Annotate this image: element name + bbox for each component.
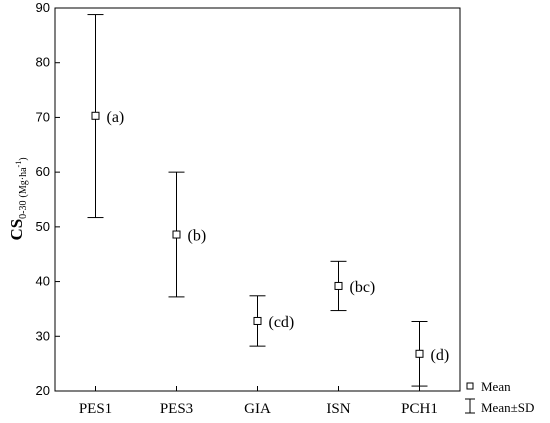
y-axis-title-subscript: 0-30 xyxy=(18,200,29,218)
mean-point xyxy=(172,230,181,239)
group-label: (a) xyxy=(107,109,125,126)
plot-marks: (a) (b) (cd) (bc) (d) xyxy=(87,14,450,387)
y-tick-label: 50 xyxy=(36,219,50,234)
y-tick-label: 90 xyxy=(36,0,50,15)
group-label: (b) xyxy=(188,228,207,245)
legend-sd-label: Mean±SD xyxy=(481,400,534,415)
mean-point xyxy=(91,111,100,120)
y-tick-label: 60 xyxy=(36,164,50,179)
y-axis-title-unit: (Mg·ha xyxy=(18,167,29,198)
legend-mean-marker xyxy=(466,382,474,390)
legend: Mean Mean±SD xyxy=(465,379,534,415)
y-tick-label: 30 xyxy=(36,328,50,343)
mean-point xyxy=(334,281,343,290)
x-tick-label: PES1 xyxy=(79,401,112,417)
y-axis-title-main: CS xyxy=(7,219,26,241)
x-tick-label: PES3 xyxy=(160,401,193,417)
y-axis: 20 30 40 50 60 70 80 90 xyxy=(36,0,60,398)
y-axis-title-unit-close: ) xyxy=(18,157,29,160)
y-tick-label: 20 xyxy=(36,383,50,398)
y-tick-label: 40 xyxy=(36,274,50,289)
group-label: (d) xyxy=(431,347,450,364)
mean-point xyxy=(415,349,424,358)
y-tick-label: 70 xyxy=(36,109,50,124)
x-tick-label: ISN xyxy=(326,401,350,417)
group-label: (bc) xyxy=(350,279,376,296)
y-tick-label: 80 xyxy=(36,55,50,70)
y-axis-title: CS0-30 (Mg·ha-1) xyxy=(7,157,29,240)
x-axis: PES1 PES3 GIA ISN PCH1 xyxy=(79,386,438,417)
x-tick-label: PCH1 xyxy=(401,401,438,417)
x-tick-label: GIA xyxy=(244,401,271,417)
legend-mean-label: Mean xyxy=(481,379,511,394)
y-axis-title-unit-sup: -1 xyxy=(14,161,23,168)
mean-point xyxy=(253,316,262,325)
group-label: (cd) xyxy=(269,314,295,331)
